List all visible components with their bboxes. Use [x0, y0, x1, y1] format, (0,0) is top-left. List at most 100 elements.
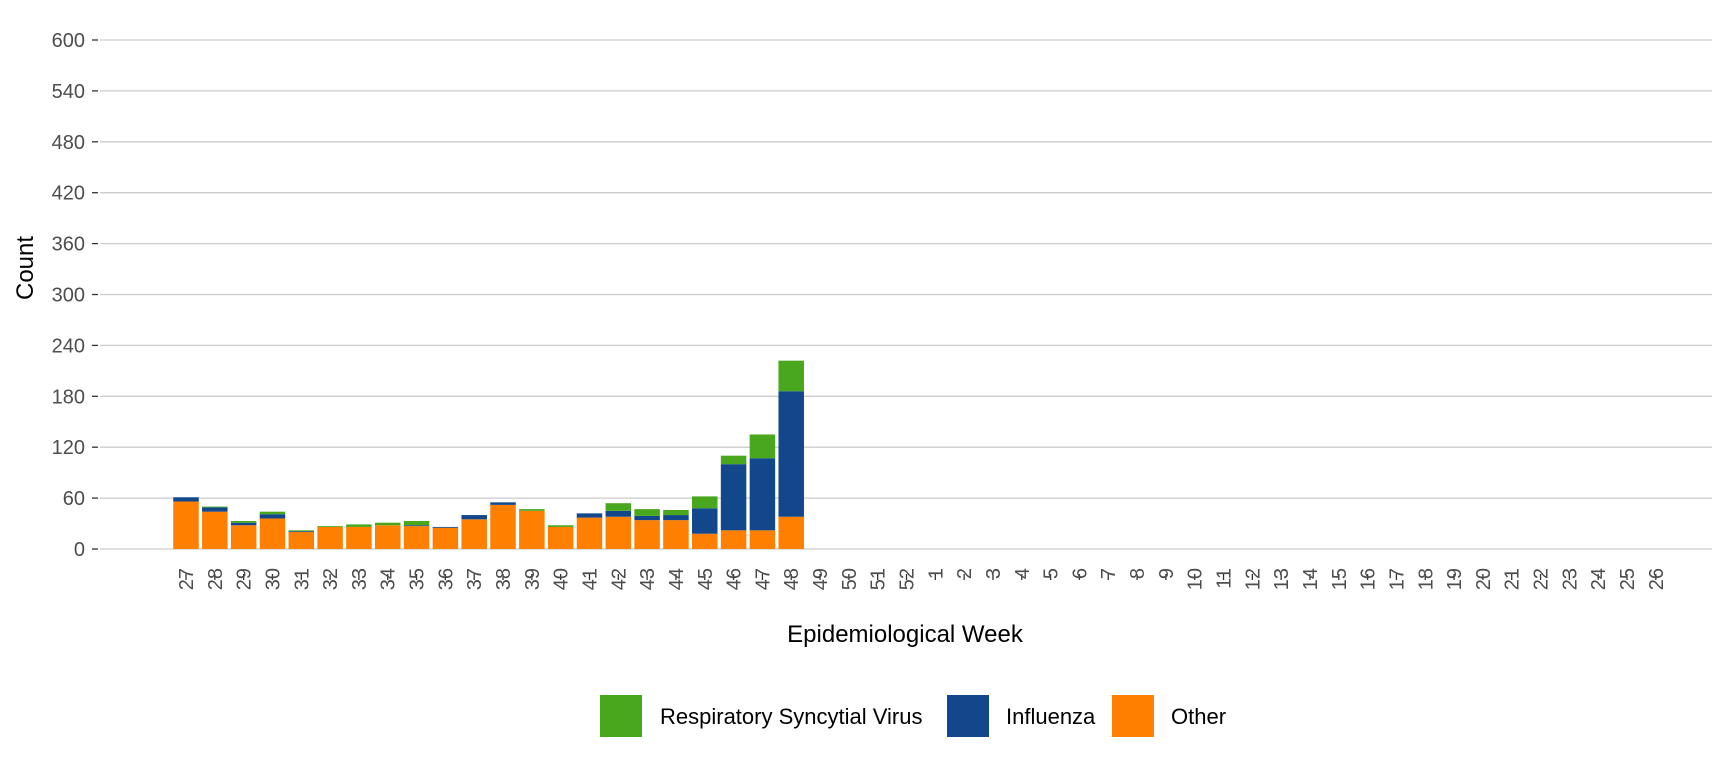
bar-segment-other-week-33	[346, 526, 372, 549]
bar-segment-other-week-43	[634, 520, 660, 549]
legend-label-influenza: Influenza	[1006, 704, 1096, 729]
bar-segment-other-week-44	[663, 520, 689, 549]
y-tick-label: 60	[63, 488, 85, 510]
bar-segment-other-week-48	[778, 516, 804, 549]
x-tick-label: 2	[954, 568, 976, 579]
y-tick-label: 240	[52, 335, 85, 357]
x-tick-label: 24	[1588, 568, 1610, 590]
x-tick-label: 14	[1300, 568, 1322, 590]
x-tick-label: 22	[1531, 568, 1553, 590]
bar-segment-respiratory-syncytial-virus-week-43	[634, 509, 660, 516]
x-tick-label: 10	[1185, 568, 1207, 590]
bar-segment-other-week-36	[432, 527, 459, 549]
bar-segment-other-week-30	[259, 518, 286, 549]
bar-segment-other-week-27	[173, 501, 199, 549]
bar-segment-influenza-week-30	[259, 514, 286, 519]
bar-segment-other-week-34	[374, 525, 401, 549]
x-tick-label: 5	[1041, 568, 1063, 579]
bar-segment-respiratory-syncytial-virus-week-46	[720, 455, 747, 465]
x-tick-label: 6	[1069, 568, 1091, 579]
y-tick-label: 540	[52, 81, 85, 103]
x-tick-label: 28	[205, 568, 227, 590]
x-tick-label: 17	[1386, 568, 1408, 590]
x-tick-label: 21	[1502, 568, 1524, 590]
x-tick-label: 50	[839, 568, 861, 590]
bar-segment-influenza-week-27	[173, 497, 199, 502]
y-tick-label: 300	[52, 285, 85, 307]
x-tick-label: 27	[176, 568, 198, 590]
legend-label-other: Other	[1171, 704, 1226, 729]
bar-segment-other-week-40	[547, 526, 574, 549]
y-axis: 0 60 120 180 240 300 360 420 480 540 600	[52, 30, 98, 561]
x-tick-label: 39	[522, 568, 544, 590]
x-tick-label: 20	[1473, 568, 1495, 590]
gridlines	[100, 39, 1712, 550]
y-tick-label: 0	[74, 539, 85, 561]
x-tick-label: 13	[1271, 568, 1293, 590]
bar-segment-respiratory-syncytial-virus-week-47	[749, 434, 776, 459]
x-tick-label: 7	[1098, 568, 1120, 579]
bar-segment-influenza-week-35	[403, 525, 430, 527]
bar-segment-influenza-week-38	[490, 502, 516, 505]
bar-segment-influenza-week-28	[202, 507, 228, 512]
bar-segment-respiratory-syncytial-virus-week-33	[346, 524, 372, 527]
x-tick-label: 18	[1415, 568, 1437, 590]
y-tick-label: 180	[52, 386, 85, 408]
bar-segment-respiratory-syncytial-virus-week-32	[317, 526, 343, 527]
x-tick-label: 29	[234, 568, 256, 590]
x-tick-label: 45	[695, 568, 717, 590]
x-tick-label: 52	[897, 568, 919, 590]
bar-segment-other-week-28	[202, 511, 228, 549]
bar-segment-influenza-week-48	[778, 391, 804, 517]
x-tick-label: 31	[291, 568, 313, 590]
bar-segment-respiratory-syncytial-virus-week-40	[547, 525, 574, 527]
x-tick-label: 44	[666, 568, 688, 590]
legend-swatch-influenza	[947, 695, 989, 737]
x-tick-label: 30	[262, 568, 284, 590]
bar-segment-respiratory-syncytial-virus-week-39	[519, 509, 545, 511]
bar-segment-other-week-47	[749, 530, 776, 549]
x-tick-label: 19	[1444, 568, 1466, 590]
y-tick-label: 420	[52, 183, 85, 205]
x-tick-label: 16	[1358, 568, 1380, 590]
bar-segment-other-week-46	[720, 530, 747, 549]
x-tick-label: 37	[464, 568, 486, 590]
x-tick-label: 38	[493, 568, 515, 590]
x-tick-label: 48	[781, 568, 803, 590]
bar-segment-influenza-week-47	[749, 458, 776, 531]
x-tick-label: 46	[724, 568, 746, 590]
x-tick-label: 43	[637, 568, 659, 590]
bar-segment-other-week-38	[490, 504, 516, 549]
x-tick-label: 51	[868, 568, 890, 590]
bar-segment-influenza-week-36	[432, 526, 459, 528]
bar-segment-influenza-week-41	[576, 513, 603, 518]
bar-segment-other-week-35	[403, 526, 430, 549]
bar-segment-influenza-week-37	[461, 515, 487, 520]
x-tick-label: 1	[925, 568, 947, 579]
y-tick-label: 360	[52, 234, 85, 256]
x-axis-title: Epidemiological Week	[787, 621, 1024, 648]
bar-segment-respiratory-syncytial-virus-week-30	[259, 511, 286, 515]
bar-segment-other-week-42	[605, 516, 632, 549]
x-tick-label: 36	[435, 568, 457, 590]
x-tick-label: 15	[1329, 568, 1351, 590]
bar-segment-other-week-39	[519, 510, 545, 549]
bar-segment-other-week-32	[317, 526, 343, 549]
legend: Respiratory Syncytial Virus Influenza Othe…	[600, 695, 1226, 737]
bar-segment-respiratory-syncytial-virus-week-45	[692, 496, 718, 509]
x-tick-label: 25	[1617, 568, 1639, 590]
x-tick-label: 49	[810, 568, 832, 590]
x-tick-label: 9	[1156, 568, 1178, 579]
x-tick-label: 32	[320, 568, 342, 590]
x-tick-label: 41	[579, 568, 601, 590]
bars	[173, 360, 804, 549]
bar-segment-influenza-week-45	[692, 508, 718, 534]
bar-segment-other-week-41	[576, 517, 603, 549]
legend-swatch-other	[1112, 695, 1154, 737]
x-tick-label: 33	[349, 568, 371, 590]
bar-segment-respiratory-syncytial-virus-week-34	[374, 522, 401, 526]
y-tick-label: 120	[52, 437, 85, 459]
x-tick-label: 35	[407, 568, 429, 590]
